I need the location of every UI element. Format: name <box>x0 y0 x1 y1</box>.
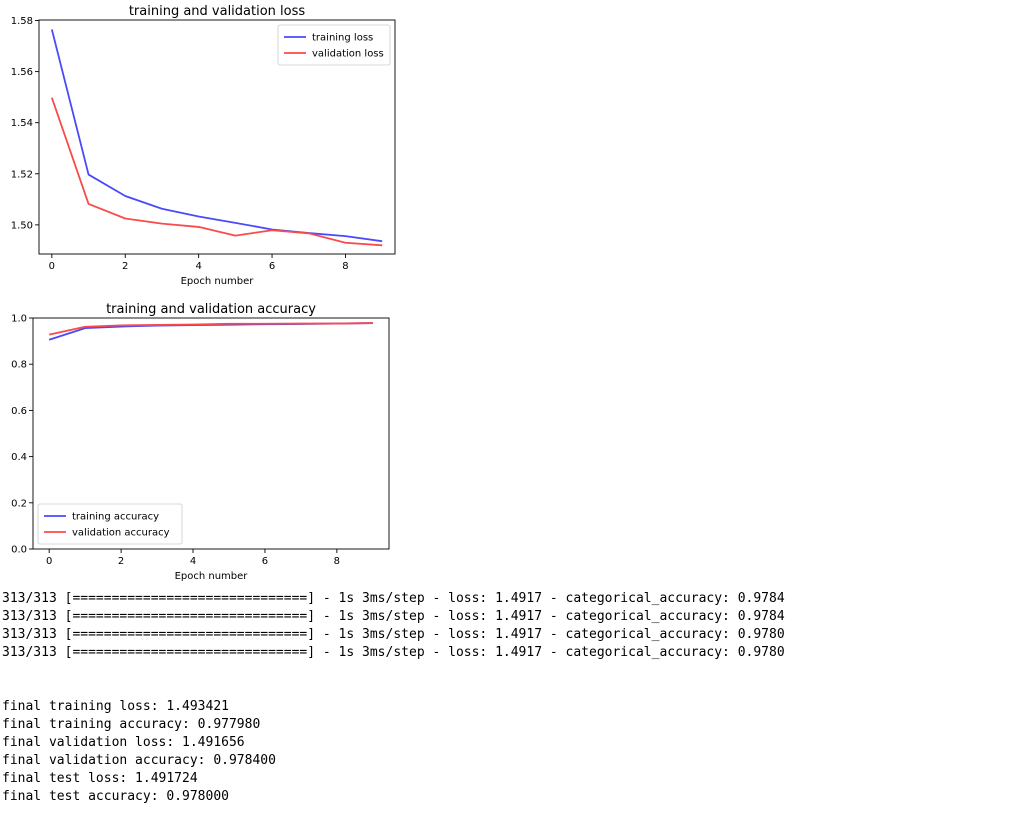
x-tick-label: 2 <box>118 556 124 567</box>
x-axis-label: Epoch number <box>181 276 255 287</box>
y-tick-label: 1.56 <box>11 67 33 78</box>
x-tick-label: 6 <box>269 261 275 272</box>
log-line: 313/313 [==============================]… <box>2 645 785 660</box>
loss-chart: training and validation loss 0 2 4 6 8 1.50 1.5… <box>11 4 396 287</box>
final-metric-line: final validation loss: 1.491656 <box>2 735 245 750</box>
y-tick-label: 1.52 <box>11 169 33 180</box>
x-tick-label: 2 <box>122 261 128 272</box>
final-metric-line: final training accuracy: 0.977980 <box>2 717 261 732</box>
final-metric-line: final test accuracy: 0.978000 <box>2 789 229 804</box>
y-tick-label: 0.8 <box>11 360 27 371</box>
x-tick-label: 8 <box>334 556 340 567</box>
y-tick-label: 1.50 <box>11 220 33 231</box>
y-tick-label: 0.2 <box>11 498 27 509</box>
chart-title: training and validation loss <box>129 4 306 19</box>
series-line-1 <box>50 97 383 247</box>
x-tick-label: 6 <box>262 556 268 567</box>
legend-label-0: training accuracy <box>72 512 159 523</box>
x-tick-label: 8 <box>342 261 348 272</box>
y-tick-label: 0.0 <box>11 545 27 556</box>
series-lines <box>50 29 383 247</box>
y-tick-label: 1.0 <box>11 314 27 325</box>
y-tick-label: 1.58 <box>11 16 33 27</box>
x-tick-label: 4 <box>195 261 201 272</box>
plot-frame <box>32 317 390 550</box>
x-tick-label: 0 <box>49 261 55 272</box>
y-tick-label: 1.54 <box>11 118 33 129</box>
charts-figure: training and validation loss 0 2 4 6 8 1.50 1.5… <box>11 4 396 582</box>
legend-label-0: training loss <box>312 33 373 44</box>
legend-label-1: validation loss <box>312 49 384 60</box>
y-tick-label: 0.6 <box>11 406 27 417</box>
x-tick-label: 4 <box>190 556 196 567</box>
plot-frame <box>38 19 396 255</box>
legend-box <box>277 24 391 66</box>
accuracy-chart: training and validation accuracy 0 2 4 6 8 0.0… <box>11 302 390 582</box>
x-axis-label: Epoch number <box>175 571 249 582</box>
final-metric-line: final validation accuracy: 0.978400 <box>2 753 276 768</box>
log-line: 313/313 [==============================]… <box>2 627 785 642</box>
training-log-output: 313/313 [==============================]… <box>2 590 785 662</box>
legend: training loss validation loss <box>277 24 391 66</box>
chart-title: training and validation accuracy <box>106 302 316 317</box>
legend-label-1: validation accuracy <box>72 528 170 539</box>
y-tick-label: 0.4 <box>11 452 27 463</box>
log-line: 313/313 [==============================]… <box>2 591 785 606</box>
final-metric-line: final test loss: 1.491724 <box>2 771 198 786</box>
final-metric-line: final training loss: 1.493421 <box>2 699 229 714</box>
series-lines <box>48 322 373 341</box>
series-line-1 <box>48 322 373 336</box>
log-line: 313/313 [==============================]… <box>2 609 785 624</box>
legend-box <box>37 503 183 545</box>
series-line-0 <box>50 29 383 243</box>
legend: training accuracy validation accuracy <box>37 503 183 545</box>
final-metrics-output: final training loss: 1.493421 final train… <box>2 698 276 806</box>
x-tick-label: 0 <box>46 556 52 567</box>
